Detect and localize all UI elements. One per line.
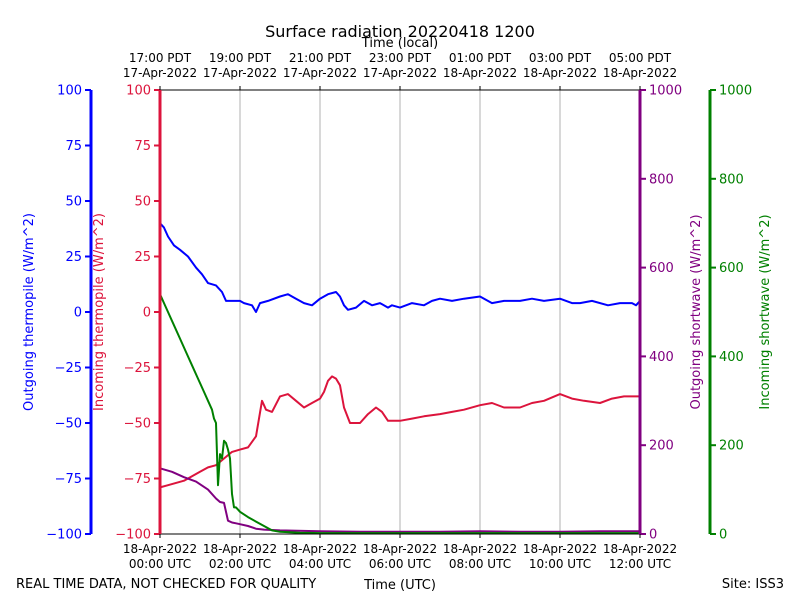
y-tick-label: 50: [134, 195, 151, 210]
y-tick-label: 200: [719, 439, 744, 454]
incoming-shortwave-label: Incoming shortwave (W/m^2): [758, 214, 773, 409]
outgoing-shortwave-label: Outgoing shortwave (W/m^2): [689, 214, 704, 409]
site-label: Site: ISS3: [722, 577, 784, 592]
plot-series: [159, 222, 641, 535]
y-tick-label: −100: [46, 528, 82, 543]
y-tick-label: 25: [65, 250, 82, 265]
x-axis-label: Time (UTC): [363, 578, 436, 593]
y-tick-label: 800: [649, 172, 674, 187]
top-tick-label: 17:00 PDT: [129, 51, 192, 65]
quality-notice: REAL TIME DATA, NOT CHECKED FOR QUALITY: [16, 577, 316, 592]
y-tick-label: 600: [719, 261, 744, 276]
top-tick-label: 23:00 PDT: [369, 51, 432, 65]
y-tick-label: 200: [649, 439, 674, 454]
y-tick-label: 1000: [719, 84, 752, 99]
y-tick-label: −50: [124, 417, 151, 432]
y-tick-label: 400: [719, 350, 744, 365]
y-tick-label: −100: [115, 528, 151, 543]
axes-group: −100 −75 −50 −25 0 25 50 75 100 Outgoing thermopi…: [22, 84, 773, 543]
series-outgoing-shortwave: [159, 467, 640, 533]
series-incoming-shortwave: [159, 293, 640, 535]
y-tick-label: −50: [55, 417, 82, 432]
y-tick-label: −25: [55, 361, 82, 376]
top-tick-label: 18-Apr-2022: [523, 66, 597, 80]
y-tick-label: 25: [134, 250, 151, 265]
y-tick-label: 0: [719, 528, 727, 543]
y-tick-label: −75: [124, 472, 151, 487]
x-tick-label: 04:00 UTC: [289, 557, 351, 571]
x-tick-label: 12:00 UTC: [609, 557, 671, 571]
top-tick-label: 18-Apr-2022: [603, 66, 677, 80]
x-tick-label: 18-Apr-2022: [443, 542, 517, 556]
y-tick-label: −25: [124, 361, 151, 376]
incoming-thermopile-label: Incoming thermopile (W/m^2): [92, 213, 107, 411]
outgoing-thermopile-label: Outgoing thermopile (W/m^2): [22, 213, 37, 411]
x-tick-label: 18-Apr-2022: [603, 542, 677, 556]
y-tick-label: 600: [649, 261, 674, 276]
y-tick-label: 75: [65, 139, 82, 154]
x-tick-label: 18-Apr-2022: [363, 542, 437, 556]
top-tick-label: 18-Apr-2022: [443, 66, 517, 80]
x-tick-label: 18-Apr-2022: [283, 542, 357, 556]
y-tick-label: 1000: [649, 84, 682, 99]
y-tick-label: −75: [55, 472, 82, 487]
x-tick-label: 06:00 UTC: [369, 557, 431, 571]
top-tick-label: 01:00 PDT: [449, 51, 512, 65]
y-tick-label: 0: [649, 528, 657, 543]
top-tick-label: 05:00 PDT: [609, 51, 672, 65]
series-outgoing-thermopile: [159, 222, 641, 313]
chart-title: Surface radiation 20220418 1200: [265, 22, 535, 41]
x-tick-label: 18-Apr-2022: [523, 542, 597, 556]
y-tick-label: 75: [134, 139, 151, 154]
x-tick-label: 00:00 UTC: [129, 557, 191, 571]
y-tick-label: 100: [126, 84, 151, 99]
y-tick-label: 0: [74, 306, 82, 321]
series-incoming-thermopile: [159, 375, 640, 489]
y-tick-label: 800: [719, 172, 744, 187]
top-tick-label: 19:00 PDT: [209, 51, 272, 65]
top-tick-label: 17-Apr-2022: [283, 66, 357, 80]
top-axis-label: Time (local): [361, 36, 438, 51]
x-tick-label: 02:00 UTC: [209, 557, 271, 571]
top-tick-label: 21:00 PDT: [289, 51, 352, 65]
x-tick-label: 10:00 UTC: [529, 557, 591, 571]
x-tick-label: 08:00 UTC: [449, 557, 511, 571]
y-tick-label: 50: [65, 195, 82, 210]
top-tick-label: 03:00 PDT: [529, 51, 592, 65]
x-tick-label: 18-Apr-2022: [123, 542, 197, 556]
gridlines: [239, 90, 561, 534]
y-tick-label: 400: [649, 350, 674, 365]
top-tick-label: 17-Apr-2022: [203, 66, 277, 80]
y-tick-label: 0: [143, 306, 151, 321]
top-tick-label: 17-Apr-2022: [123, 66, 197, 80]
x-tick-label: 18-Apr-2022: [203, 542, 277, 556]
y-tick-label: 100: [57, 84, 82, 99]
top-tick-label: 17-Apr-2022: [363, 66, 437, 80]
